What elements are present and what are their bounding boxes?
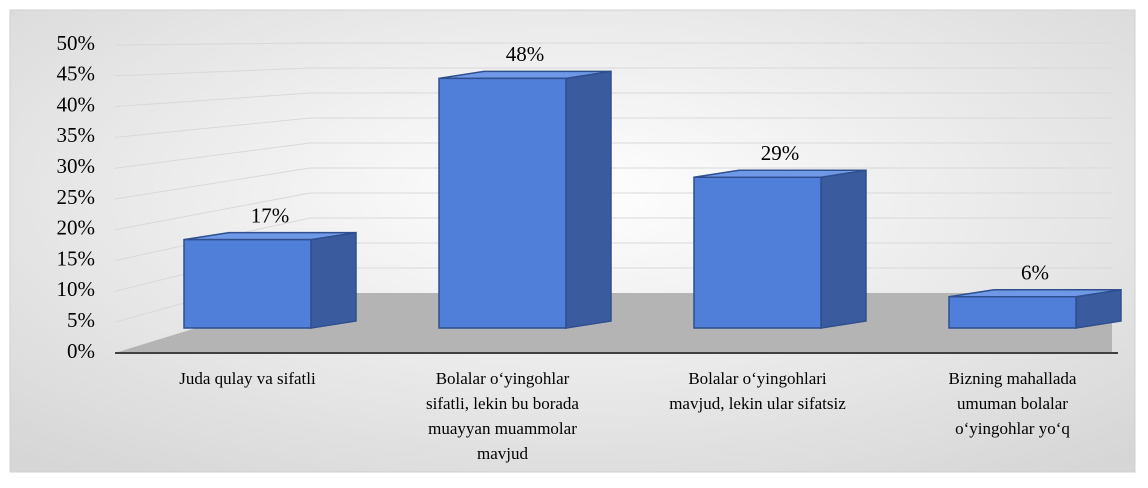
y-tick-label: 20% [57,216,96,240]
grid-line [114,117,1112,138]
grid-line [114,167,1112,200]
grid-line [114,42,1112,46]
y-tick-label: 10% [57,277,96,301]
bar [948,288,1122,329]
bar-side [820,169,867,329]
x-tick-label: muayyan muammolar [428,419,577,438]
y-tick-label: 25% [57,185,96,209]
y-tick-label: 30% [57,154,96,178]
data-label: 17% [251,203,290,227]
y-tick-label: 0% [67,339,95,363]
bar-front [438,77,567,329]
x-tick-label: mavjud, lekin ular sifatsiz [669,394,846,413]
y-tick-label: 35% [57,123,96,147]
y-tick-label: 45% [57,62,96,86]
data-label: 6% [1021,261,1049,285]
bar-front [948,296,1077,329]
bar [438,70,612,329]
x-tick-label: mavjud [477,444,528,463]
data-label: 29% [761,141,800,165]
data-label: 48% [506,42,545,66]
y-tick-label: 15% [57,246,96,270]
x-tick-label: umuman bolalar [957,394,1068,413]
bar-side [310,231,357,329]
bar-front [183,238,312,329]
x-tick-label: Bolalar o‘yingohlar [436,369,570,388]
y-tick-label: 5% [67,308,95,332]
x-tick-label: Bizning mahallada [949,369,1077,388]
x-tick-label: Juda qulay va sifatli [179,369,316,388]
y-tick-label: 40% [57,92,96,116]
grid-line [114,142,1112,169]
bar-side [565,70,612,329]
bar [693,169,867,329]
x-tick-label: sifatli, lekin bu borada [426,394,579,413]
grid-line [114,92,1112,108]
bar-front [693,176,822,329]
grid-line [114,67,1112,77]
x-tick-label: o‘yingohlar yo‘q [955,419,1070,438]
y-tick-label: 50% [57,31,96,55]
x-tick-label: Bolalar o‘yingohlari [688,369,827,388]
bar [183,231,357,329]
